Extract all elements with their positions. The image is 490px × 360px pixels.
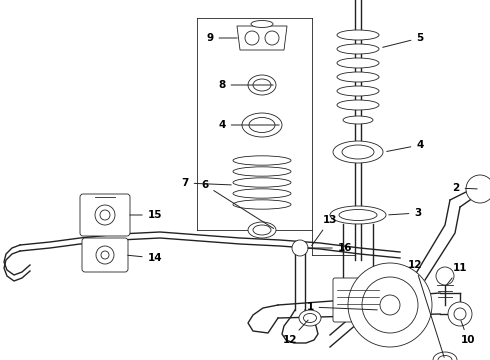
- Ellipse shape: [249, 117, 275, 132]
- Ellipse shape: [248, 222, 276, 238]
- Text: 8: 8: [219, 80, 273, 90]
- Text: 12: 12: [408, 260, 444, 357]
- Circle shape: [292, 240, 308, 256]
- Ellipse shape: [299, 310, 321, 326]
- Ellipse shape: [343, 116, 373, 124]
- Text: 5: 5: [383, 33, 424, 47]
- Ellipse shape: [233, 200, 291, 209]
- Ellipse shape: [339, 210, 377, 220]
- Text: 14: 14: [128, 253, 162, 263]
- Ellipse shape: [330, 206, 386, 224]
- Ellipse shape: [342, 145, 374, 159]
- Ellipse shape: [233, 178, 291, 187]
- Ellipse shape: [337, 86, 379, 96]
- Circle shape: [100, 210, 110, 220]
- Circle shape: [245, 31, 259, 45]
- Text: 13: 13: [312, 215, 337, 246]
- Ellipse shape: [251, 21, 273, 27]
- Ellipse shape: [337, 100, 379, 110]
- Ellipse shape: [337, 58, 379, 68]
- Ellipse shape: [333, 141, 383, 163]
- Text: 9: 9: [206, 33, 237, 43]
- Circle shape: [96, 246, 114, 264]
- Text: 1: 1: [306, 302, 377, 312]
- Text: 7: 7: [181, 178, 231, 188]
- Circle shape: [466, 175, 490, 203]
- Ellipse shape: [253, 79, 271, 91]
- Text: 12: 12: [283, 320, 308, 345]
- Circle shape: [362, 277, 418, 333]
- Polygon shape: [237, 26, 287, 50]
- Text: 4: 4: [387, 140, 424, 152]
- Circle shape: [95, 205, 115, 225]
- Circle shape: [348, 263, 432, 347]
- Text: 15: 15: [130, 210, 162, 220]
- Ellipse shape: [248, 75, 276, 95]
- Ellipse shape: [233, 167, 291, 176]
- Ellipse shape: [438, 356, 452, 360]
- Text: 10: 10: [461, 321, 475, 345]
- Ellipse shape: [253, 225, 271, 235]
- Ellipse shape: [242, 113, 282, 137]
- Text: 4: 4: [219, 120, 279, 130]
- Text: 11: 11: [447, 263, 467, 285]
- Circle shape: [265, 31, 279, 45]
- Ellipse shape: [233, 189, 291, 198]
- Ellipse shape: [337, 72, 379, 82]
- Ellipse shape: [337, 44, 379, 54]
- Ellipse shape: [303, 314, 317, 323]
- Circle shape: [448, 302, 472, 326]
- Ellipse shape: [337, 30, 379, 40]
- Ellipse shape: [433, 352, 457, 360]
- Circle shape: [436, 267, 454, 285]
- Circle shape: [380, 295, 400, 315]
- FancyBboxPatch shape: [333, 278, 383, 322]
- Ellipse shape: [233, 156, 291, 165]
- Text: 2: 2: [452, 183, 477, 193]
- Text: 16: 16: [308, 243, 352, 253]
- Text: 6: 6: [201, 180, 273, 229]
- Circle shape: [454, 308, 466, 320]
- FancyBboxPatch shape: [82, 238, 128, 272]
- Circle shape: [101, 251, 109, 259]
- Text: 3: 3: [389, 208, 421, 218]
- FancyBboxPatch shape: [80, 194, 130, 236]
